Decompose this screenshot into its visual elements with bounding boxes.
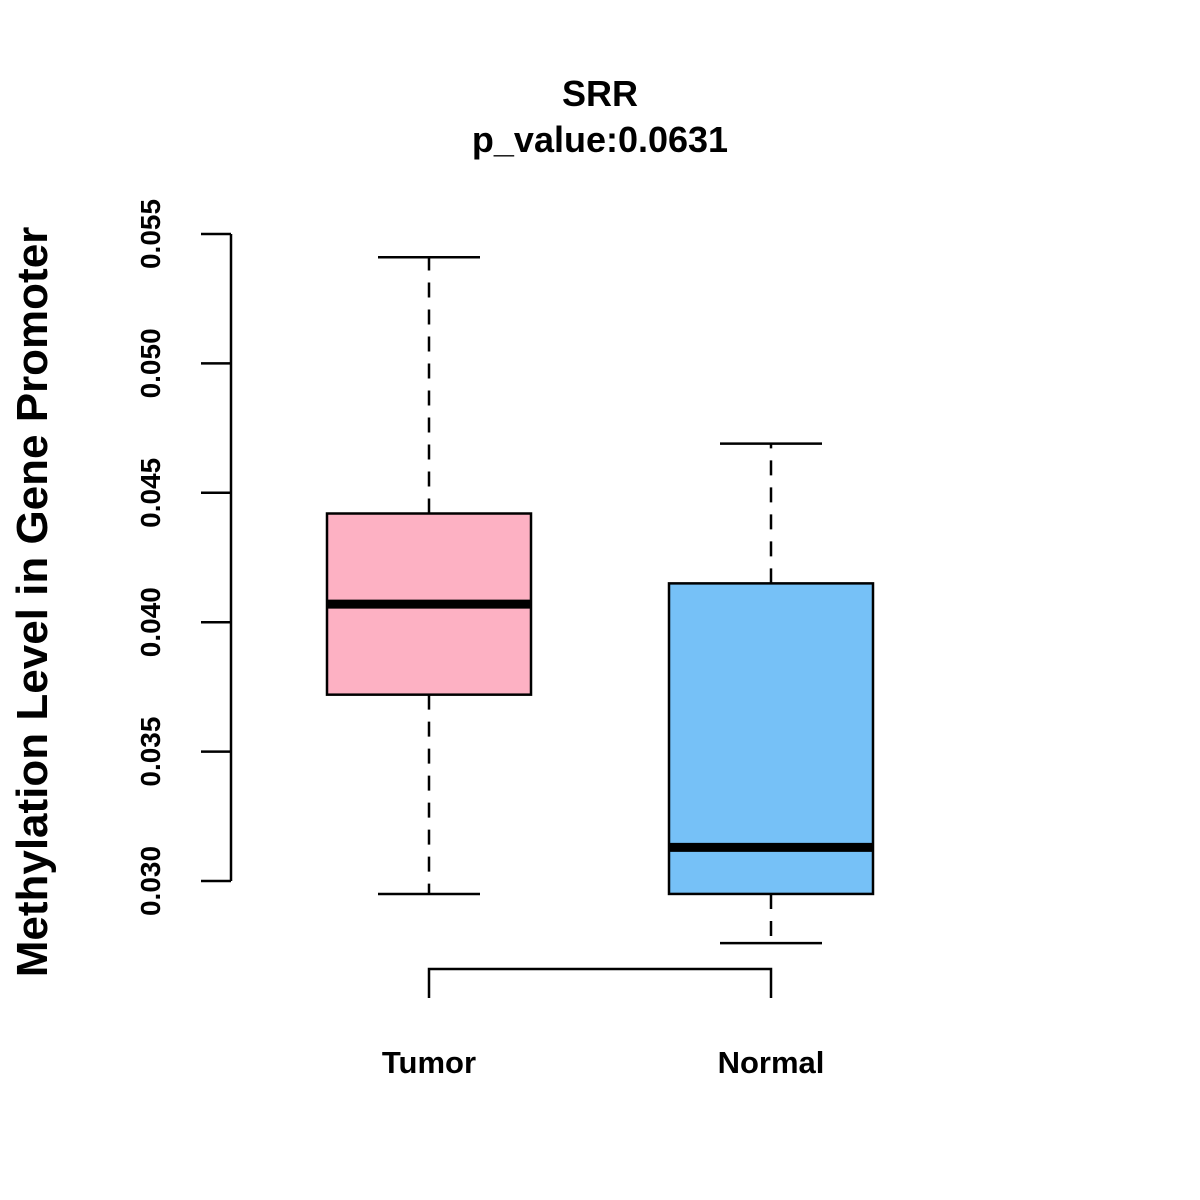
box-group [325, 256, 875, 945]
x-tick-label-tumor: Tumor [382, 1045, 476, 1080]
bracket-line [427, 967, 773, 998]
y-tick-label: 0.050 [135, 328, 166, 398]
y-tick-label: 0.055 [135, 199, 166, 269]
comparison-bracket [427, 967, 773, 998]
y-tick-label: 0.045 [135, 458, 166, 528]
y-tick-label: 0.030 [135, 846, 166, 916]
y-tick-label: 0.040 [135, 587, 166, 657]
y-tick-label: 0.035 [135, 717, 166, 787]
y-axis: 0.030 0.035 0.040 0.045 0.050 0.055 [135, 199, 233, 916]
x-tick-label-normal: Normal [718, 1045, 825, 1080]
box-normal [667, 442, 875, 945]
y-axis-label: Methylation Level in Gene Promoter [8, 227, 57, 978]
x-axis-labels: Tumor Normal [382, 1045, 824, 1080]
chart-title: SRR [562, 73, 638, 114]
box-tumor [325, 256, 533, 896]
box-iqr [667, 582, 875, 896]
chart-subtitle: p_value:0.0631 [472, 119, 728, 160]
